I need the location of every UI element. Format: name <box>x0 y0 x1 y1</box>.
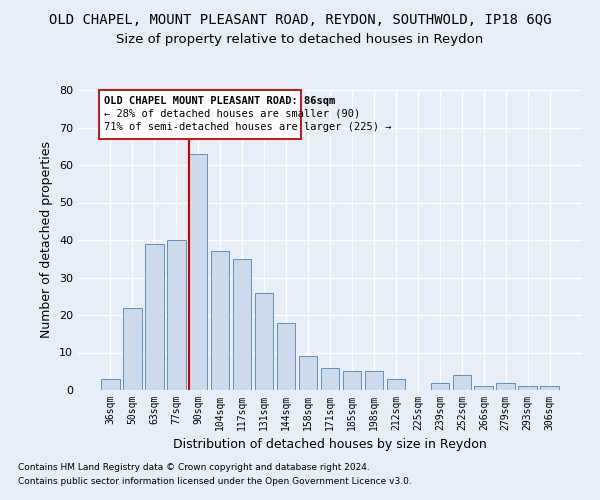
Y-axis label: Number of detached properties: Number of detached properties <box>40 142 53 338</box>
Bar <box>299 356 317 390</box>
Bar <box>541 386 559 390</box>
FancyBboxPatch shape <box>99 90 301 138</box>
Bar <box>452 375 471 390</box>
Bar <box>189 154 208 390</box>
Bar <box>496 382 515 390</box>
Bar <box>211 251 229 390</box>
Bar <box>123 308 142 390</box>
Bar <box>475 386 493 390</box>
Text: ← 28% of detached houses are smaller (90): ← 28% of detached houses are smaller (90… <box>104 109 360 118</box>
Bar <box>277 322 295 390</box>
Bar <box>386 379 405 390</box>
Bar <box>431 382 449 390</box>
Text: Contains HM Land Registry data © Crown copyright and database right 2024.: Contains HM Land Registry data © Crown c… <box>18 464 370 472</box>
Bar <box>343 371 361 390</box>
Bar <box>145 244 164 390</box>
Bar <box>365 371 383 390</box>
Text: 71% of semi-detached houses are larger (225) →: 71% of semi-detached houses are larger (… <box>104 122 391 132</box>
Text: Size of property relative to detached houses in Reydon: Size of property relative to detached ho… <box>116 32 484 46</box>
Text: Contains public sector information licensed under the Open Government Licence v3: Contains public sector information licen… <box>18 477 412 486</box>
X-axis label: Distribution of detached houses by size in Reydon: Distribution of detached houses by size … <box>173 438 487 452</box>
Bar <box>255 292 274 390</box>
Bar <box>101 379 119 390</box>
Bar <box>233 259 251 390</box>
Bar <box>167 240 185 390</box>
Text: OLD CHAPEL, MOUNT PLEASANT ROAD, REYDON, SOUTHWOLD, IP18 6QG: OLD CHAPEL, MOUNT PLEASANT ROAD, REYDON,… <box>49 12 551 26</box>
Bar <box>320 368 340 390</box>
Text: OLD CHAPEL MOUNT PLEASANT ROAD: 86sqm: OLD CHAPEL MOUNT PLEASANT ROAD: 86sqm <box>104 96 335 106</box>
Bar <box>518 386 537 390</box>
